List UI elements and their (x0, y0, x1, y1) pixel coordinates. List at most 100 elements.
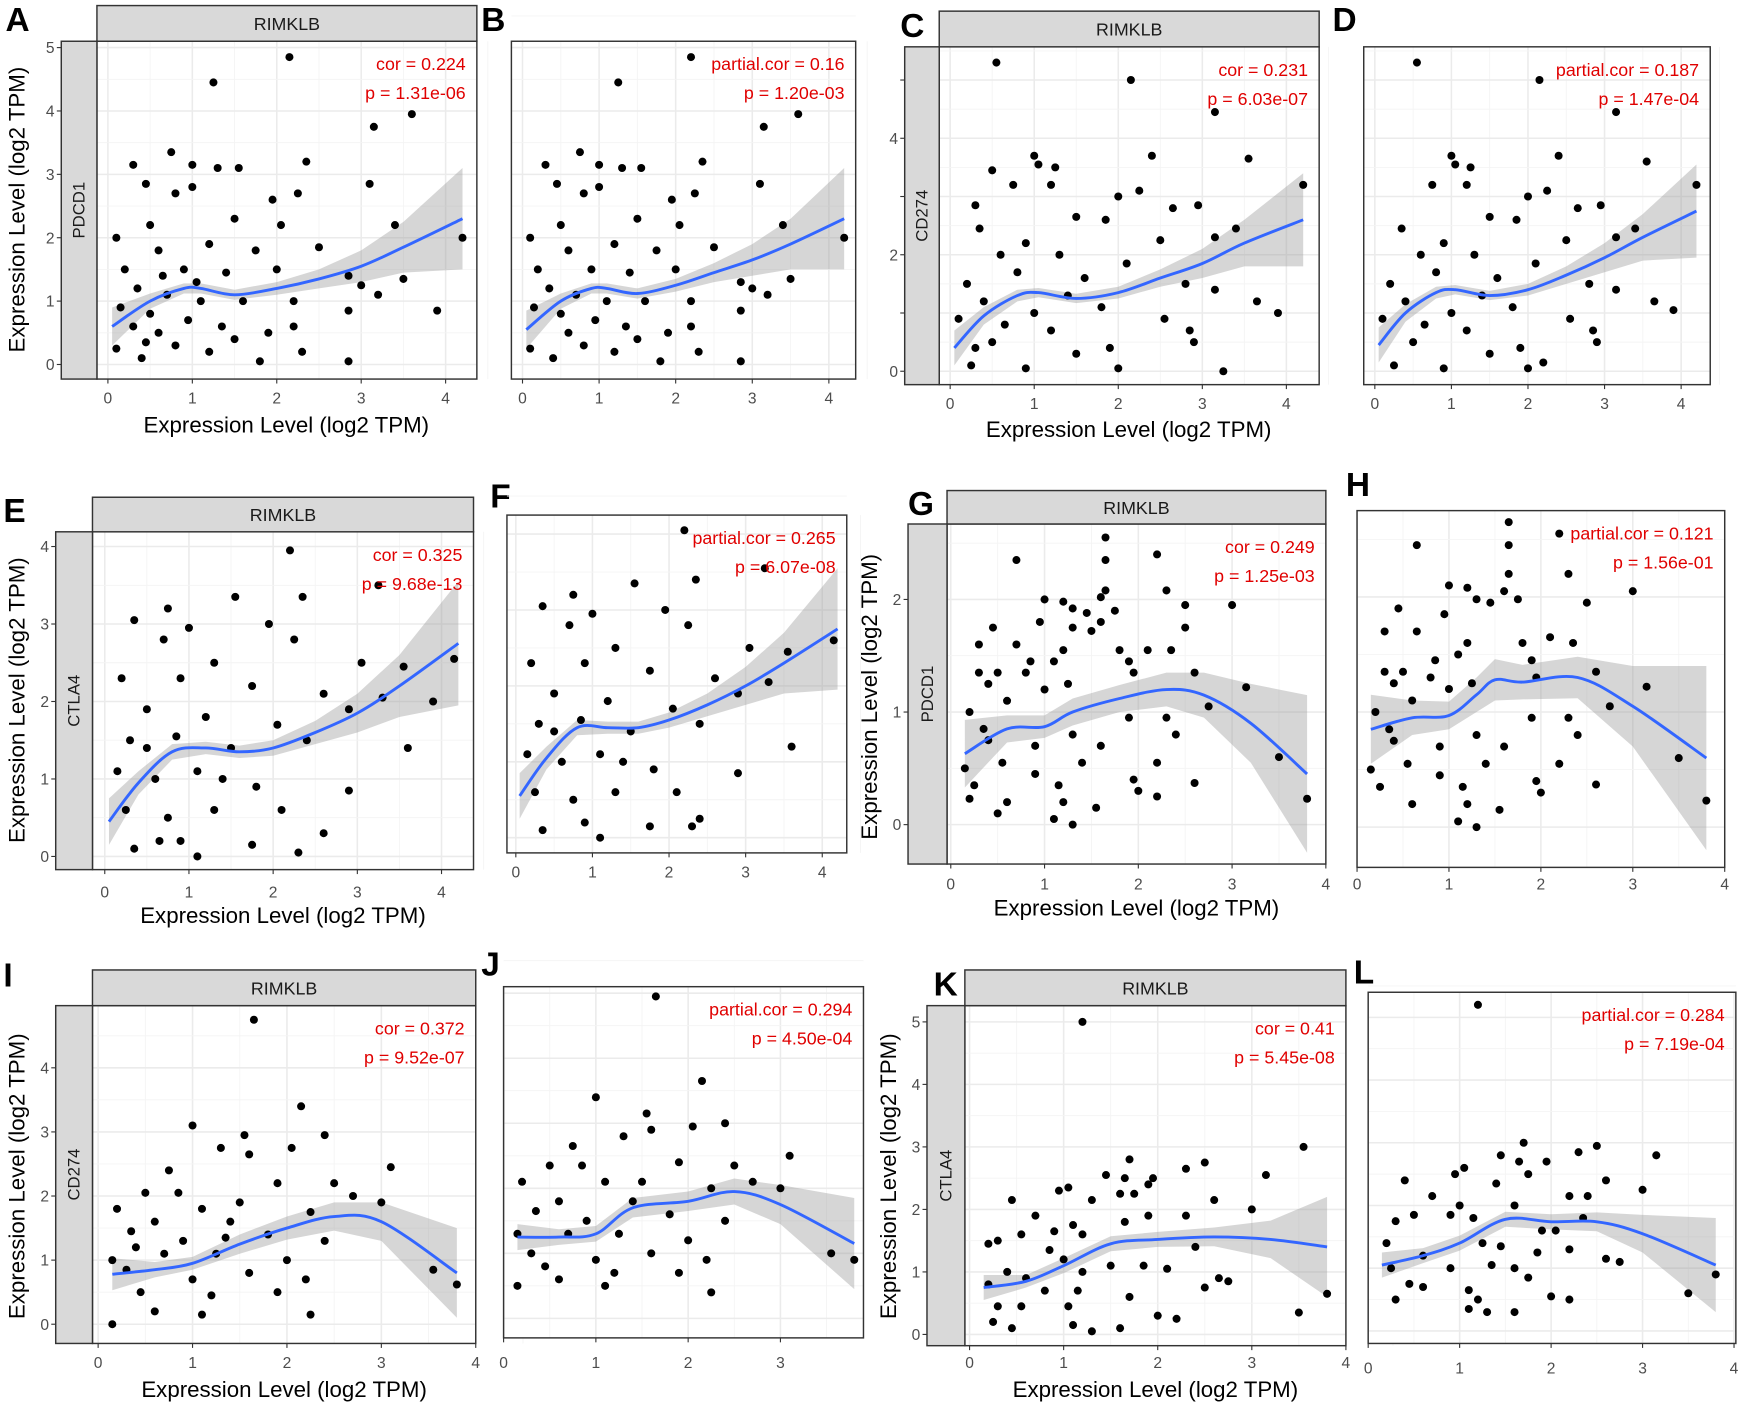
correlation-label: partial.cor = 0.294 (709, 1000, 852, 1020)
data-point (556, 309, 565, 318)
y-tick-label: 1 (46, 294, 55, 311)
data-point (688, 1122, 697, 1131)
data-point (1692, 180, 1701, 189)
data-point (1110, 606, 1119, 615)
x-tick-label: 0 (1364, 1361, 1373, 1378)
data-point (1446, 1264, 1455, 1273)
data-point (306, 1310, 315, 1319)
data-point (1495, 805, 1504, 814)
data-point (399, 274, 408, 283)
data-point (647, 1249, 656, 1258)
panel-j: J 0 1 2 3 partial.cor = 0.294 p = 4.50e-04 (481, 947, 865, 1372)
data-point (1181, 601, 1190, 610)
data-point (1376, 782, 1385, 791)
data-point (1400, 1176, 1409, 1185)
data-point (1440, 610, 1449, 619)
data-point (1472, 595, 1481, 604)
data-point (141, 179, 150, 188)
data-point (783, 647, 792, 656)
data-point (1504, 569, 1513, 578)
data-point (121, 805, 130, 814)
confidence-band (964, 672, 1308, 853)
data-point (1518, 638, 1527, 647)
facet-label: CTLA4 (65, 675, 84, 727)
data-point (759, 122, 768, 131)
y-axis-label: Expression Level (log2 TPM) (5, 1033, 30, 1319)
data-point (686, 322, 696, 331)
data-point (1408, 696, 1417, 705)
x-tick-label: 4 (1342, 1355, 1351, 1372)
data-point (210, 658, 219, 667)
data-point (209, 78, 218, 87)
data-point (1017, 1230, 1026, 1239)
data-point (207, 1291, 216, 1300)
x-tick-label: 4 (1720, 877, 1729, 894)
data-point (545, 1161, 554, 1170)
x-tick-label: 1 (1447, 396, 1456, 413)
data-point (647, 1125, 656, 1134)
p-value-label: p = 4.50e-04 (752, 1029, 853, 1049)
data-point (197, 1310, 206, 1319)
data-point (1242, 683, 1251, 692)
data-point (1007, 1196, 1016, 1205)
data-point (1274, 753, 1283, 762)
x-tick-label: 0 (946, 877, 955, 894)
data-point (163, 813, 172, 822)
data-point (965, 708, 974, 717)
data-point (1047, 326, 1056, 335)
x-tick-label: 4 (1282, 396, 1291, 413)
data-point (1204, 702, 1213, 711)
data-point (694, 347, 703, 356)
panel-letter: E (3, 493, 25, 530)
y-axis-label: Expression Level (log2 TPM) (876, 1033, 901, 1319)
data-point (602, 297, 611, 306)
x-tick-label: 1 (588, 864, 597, 881)
y-tick-label: 0 (889, 364, 898, 381)
data-point (248, 681, 257, 691)
data-point (652, 246, 661, 255)
data-point (1101, 533, 1110, 542)
data-point (1003, 696, 1012, 705)
data-point (1120, 1174, 1129, 1183)
data-point (273, 1179, 282, 1188)
data-point (193, 767, 202, 776)
data-point (349, 1192, 358, 1201)
data-point (113, 1204, 122, 1213)
panel-e: E 0 1 2 3 4 0 1 2 3 4 cor = 0.325 p = 9.68e-13 RIMKLB… (3, 493, 485, 928)
p-value-label: p = 1.25e-03 (1214, 566, 1315, 586)
data-point (1135, 186, 1144, 195)
data-point (302, 157, 311, 166)
data-point (674, 1268, 683, 1277)
data-point (1702, 796, 1711, 805)
data-point (320, 1131, 329, 1140)
data-point (1447, 308, 1456, 318)
data-point (1007, 1324, 1016, 1333)
data-point (1040, 685, 1049, 694)
data-point (595, 183, 604, 192)
data-point (1130, 1189, 1139, 1198)
data-point (1397, 224, 1406, 233)
p-value-label: p = 1.56e-01 (1613, 553, 1714, 573)
data-point (1078, 1267, 1087, 1276)
x-tick-label: 0 (1370, 396, 1379, 413)
data-point (171, 341, 180, 350)
data-point (1546, 633, 1555, 642)
data-point (1565, 1192, 1574, 1201)
data-point (611, 788, 620, 797)
data-point (988, 166, 997, 175)
data-point (1261, 1171, 1270, 1180)
data-point (1592, 780, 1601, 789)
correlation-label: cor = 0.249 (1225, 537, 1315, 557)
data-point (1069, 1221, 1078, 1230)
data-point (591, 1255, 600, 1264)
data-point (556, 221, 565, 230)
x-tick-label: 2 (1134, 877, 1143, 894)
data-point (1382, 1239, 1391, 1248)
y-axis-label: Expression Level (log2 TPM) (5, 67, 30, 353)
y-tick-label: 1 (893, 705, 902, 722)
y-tick-label: 0 (40, 1317, 49, 1334)
data-point (967, 361, 976, 370)
data-point (167, 148, 176, 157)
data-point (1439, 364, 1448, 373)
